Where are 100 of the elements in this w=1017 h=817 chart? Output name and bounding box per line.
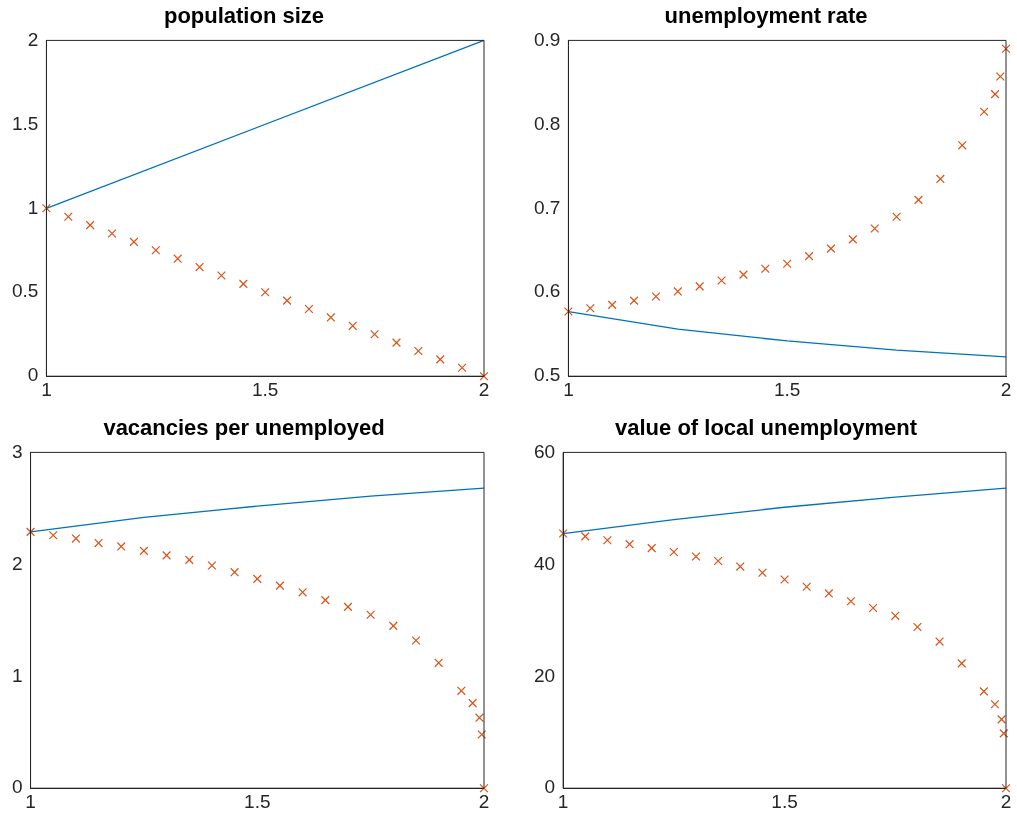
point [912,622,922,632]
y-tick-label: 40 [533,552,556,574]
point [625,539,635,549]
point [107,229,117,238]
point [1001,783,1011,793]
y-tick-label: 2 [27,28,39,50]
point [304,304,314,314]
point [435,354,445,364]
point [326,312,336,322]
point [558,529,568,539]
point [479,371,489,381]
point [41,203,51,213]
point [995,72,1005,81]
y-tick-label: 0 [544,776,556,798]
point [456,686,466,696]
y-tick-label: 20 [533,664,556,686]
point [413,346,423,356]
point [804,251,814,261]
point [713,556,723,566]
point [602,535,612,545]
x-tick-label: 2 [478,790,490,812]
point [230,567,240,577]
point [162,550,172,560]
point [85,220,95,230]
point [782,259,792,269]
point [979,107,989,117]
point [411,635,421,645]
x-tick-label: 1.5 [774,378,801,400]
point [824,588,834,598]
point [151,245,161,255]
point [477,729,487,739]
point [935,637,945,647]
point [892,212,902,222]
point [71,534,81,544]
point [238,279,248,289]
point [282,296,292,306]
y-tick-label: 0.5 [11,280,39,302]
point [669,547,679,557]
y-tick-label: 1 [27,196,39,218]
y-tick-label: 0.6 [533,280,561,302]
y-tick-label: 0.9 [533,28,561,50]
y-tick-label: 1.5 [11,112,39,134]
x-tick-label: 1.5 [771,790,798,812]
point [479,783,489,793]
x-tick-label: 1.5 [252,378,279,400]
chart-title: unemployment rate [664,3,868,29]
point [366,610,376,620]
point [691,552,701,561]
point [846,596,856,606]
point [391,338,401,348]
point [738,270,748,280]
chart-title: value of local unemployment [615,415,918,441]
point [388,621,398,631]
point [173,254,183,264]
point [457,363,467,373]
point [563,307,573,317]
point [935,174,945,184]
point [957,140,967,150]
point [116,541,126,551]
chart-title: vacancies per unemployed [103,415,385,441]
x-tick-label: 2 [1000,790,1012,812]
point [957,658,967,668]
point [990,89,1000,99]
point [275,581,285,591]
point [760,264,770,274]
point [647,543,657,553]
y-tick-label: 60 [533,440,556,462]
point [320,595,330,605]
point [348,321,358,331]
point [802,582,812,592]
y-tick-label: 2 [11,552,23,574]
point [735,562,745,572]
point [607,300,617,310]
y-tick-label: 3 [11,440,23,462]
point [717,276,727,285]
point [468,698,478,708]
y-tick-label: 1 [11,664,23,686]
point [868,603,878,613]
point [848,234,858,244]
point [252,574,262,584]
x-tick-label: 2 [1000,378,1012,400]
point [298,587,308,597]
y-tick-label: 0 [27,364,39,386]
point [990,699,1000,709]
point [629,296,639,306]
point [370,329,380,339]
point [826,244,836,254]
point [870,223,880,233]
x-tick-label: 2 [478,378,490,400]
point [139,546,149,556]
point [434,658,444,668]
point [780,574,790,584]
point [48,530,58,540]
point [184,555,194,565]
chart-title: population size [163,3,325,29]
point [913,195,923,205]
point [997,714,1007,724]
point [474,713,484,723]
point [195,262,205,272]
y-tick-label: 0.8 [533,112,561,134]
